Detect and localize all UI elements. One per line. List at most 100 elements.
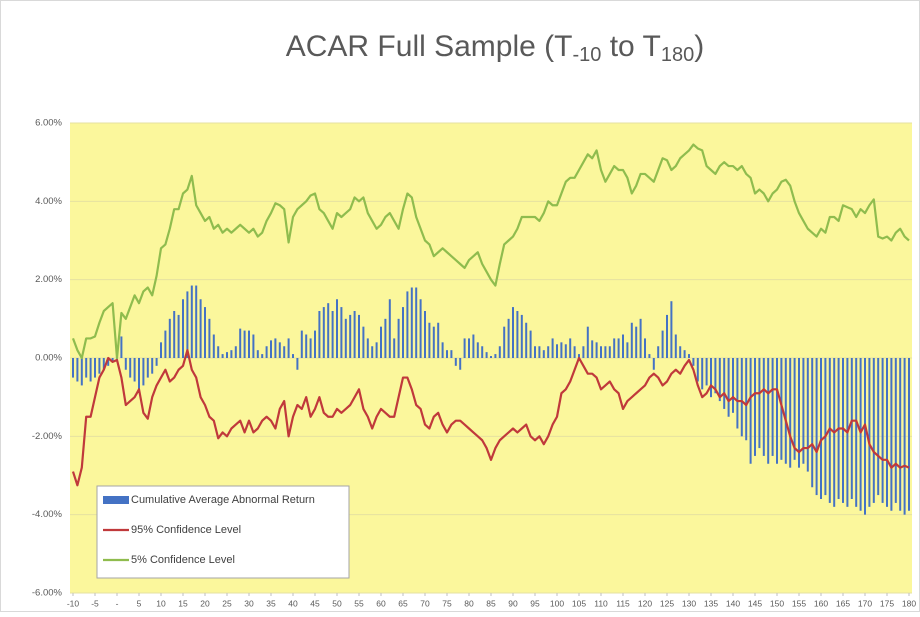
legend-label: 5% Confidence Level	[131, 554, 235, 566]
bar	[811, 358, 814, 488]
bar	[771, 358, 774, 456]
bar	[424, 311, 426, 358]
bar	[124, 358, 127, 370]
bar	[710, 358, 712, 398]
bar	[877, 358, 880, 496]
bar	[573, 346, 576, 358]
bar	[283, 346, 286, 358]
bar	[388, 299, 391, 358]
x-tick-label: 25	[222, 598, 232, 608]
legend-box	[96, 485, 350, 579]
x-tick-label: 150	[770, 598, 784, 608]
bar	[529, 330, 532, 358]
bar	[582, 346, 585, 358]
bar	[349, 314, 352, 358]
y-tick-label: -2.00%	[32, 431, 63, 442]
bar	[98, 358, 101, 374]
bar	[76, 358, 79, 382]
bar	[344, 318, 347, 358]
bar	[551, 338, 554, 358]
bar	[886, 358, 888, 507]
bar	[270, 340, 272, 358]
bar	[393, 338, 396, 358]
bar	[204, 307, 206, 358]
bar	[441, 342, 444, 358]
bar	[432, 326, 435, 358]
bar	[472, 334, 475, 358]
bar	[80, 358, 83, 386]
bar	[160, 342, 162, 358]
title-part: 180	[661, 44, 694, 66]
bar	[674, 334, 677, 358]
bar	[688, 354, 690, 358]
bar	[705, 358, 708, 386]
bar	[217, 346, 220, 358]
bar	[459, 358, 462, 370]
bar	[578, 354, 580, 358]
x-tick-label: 130	[682, 598, 696, 608]
bar	[498, 346, 501, 358]
bar	[256, 350, 259, 358]
bar	[107, 358, 110, 366]
bar	[569, 338, 572, 358]
bar	[212, 334, 215, 358]
x-tick-label: 145	[748, 598, 762, 608]
bar	[314, 330, 316, 358]
bar	[415, 287, 418, 358]
bar	[371, 346, 374, 358]
bar	[173, 311, 176, 358]
title-part: to T	[601, 30, 660, 63]
bar	[318, 311, 321, 358]
bar	[679, 346, 682, 358]
bar	[239, 328, 242, 358]
bar	[872, 358, 875, 503]
bar	[696, 358, 699, 382]
bar	[538, 346, 541, 358]
bar	[261, 354, 264, 358]
bar	[758, 358, 761, 449]
bar	[639, 318, 642, 358]
bar	[767, 358, 770, 464]
bar	[366, 338, 369, 358]
bar	[776, 358, 778, 464]
bar	[762, 358, 765, 456]
bar	[120, 336, 123, 358]
bar	[890, 358, 893, 511]
bar	[806, 358, 809, 472]
bar	[252, 334, 255, 358]
bar	[428, 322, 431, 358]
bar	[894, 358, 897, 503]
bar	[824, 358, 827, 496]
bar	[622, 334, 624, 358]
x-tick-label: 35	[266, 598, 276, 608]
bar	[635, 326, 638, 358]
bar	[692, 358, 695, 366]
bar	[820, 358, 822, 499]
x-tick-label: 80	[464, 598, 474, 608]
bar	[736, 358, 739, 429]
x-tick-label: 75	[442, 598, 452, 608]
bar	[683, 350, 686, 358]
y-tick-label: -6.00%	[32, 588, 63, 599]
bar	[155, 358, 158, 366]
bar	[802, 358, 805, 464]
y-tick-label: 6.00%	[35, 118, 62, 129]
bar	[850, 358, 853, 499]
bar	[265, 346, 268, 358]
bar	[630, 322, 633, 358]
x-tick-label: 100	[550, 598, 564, 608]
x-tick-label: 45	[310, 598, 320, 608]
bar	[292, 354, 294, 358]
bar	[375, 342, 378, 358]
bar	[129, 358, 132, 378]
bar	[309, 338, 312, 358]
x-tick-label: 135	[704, 598, 718, 608]
bar	[490, 356, 492, 358]
x-tick-label: 5	[137, 598, 142, 608]
bar	[331, 311, 334, 358]
bar	[661, 330, 664, 358]
bar	[450, 350, 453, 358]
bar	[608, 346, 611, 358]
x-tick-label: 50	[332, 598, 342, 608]
